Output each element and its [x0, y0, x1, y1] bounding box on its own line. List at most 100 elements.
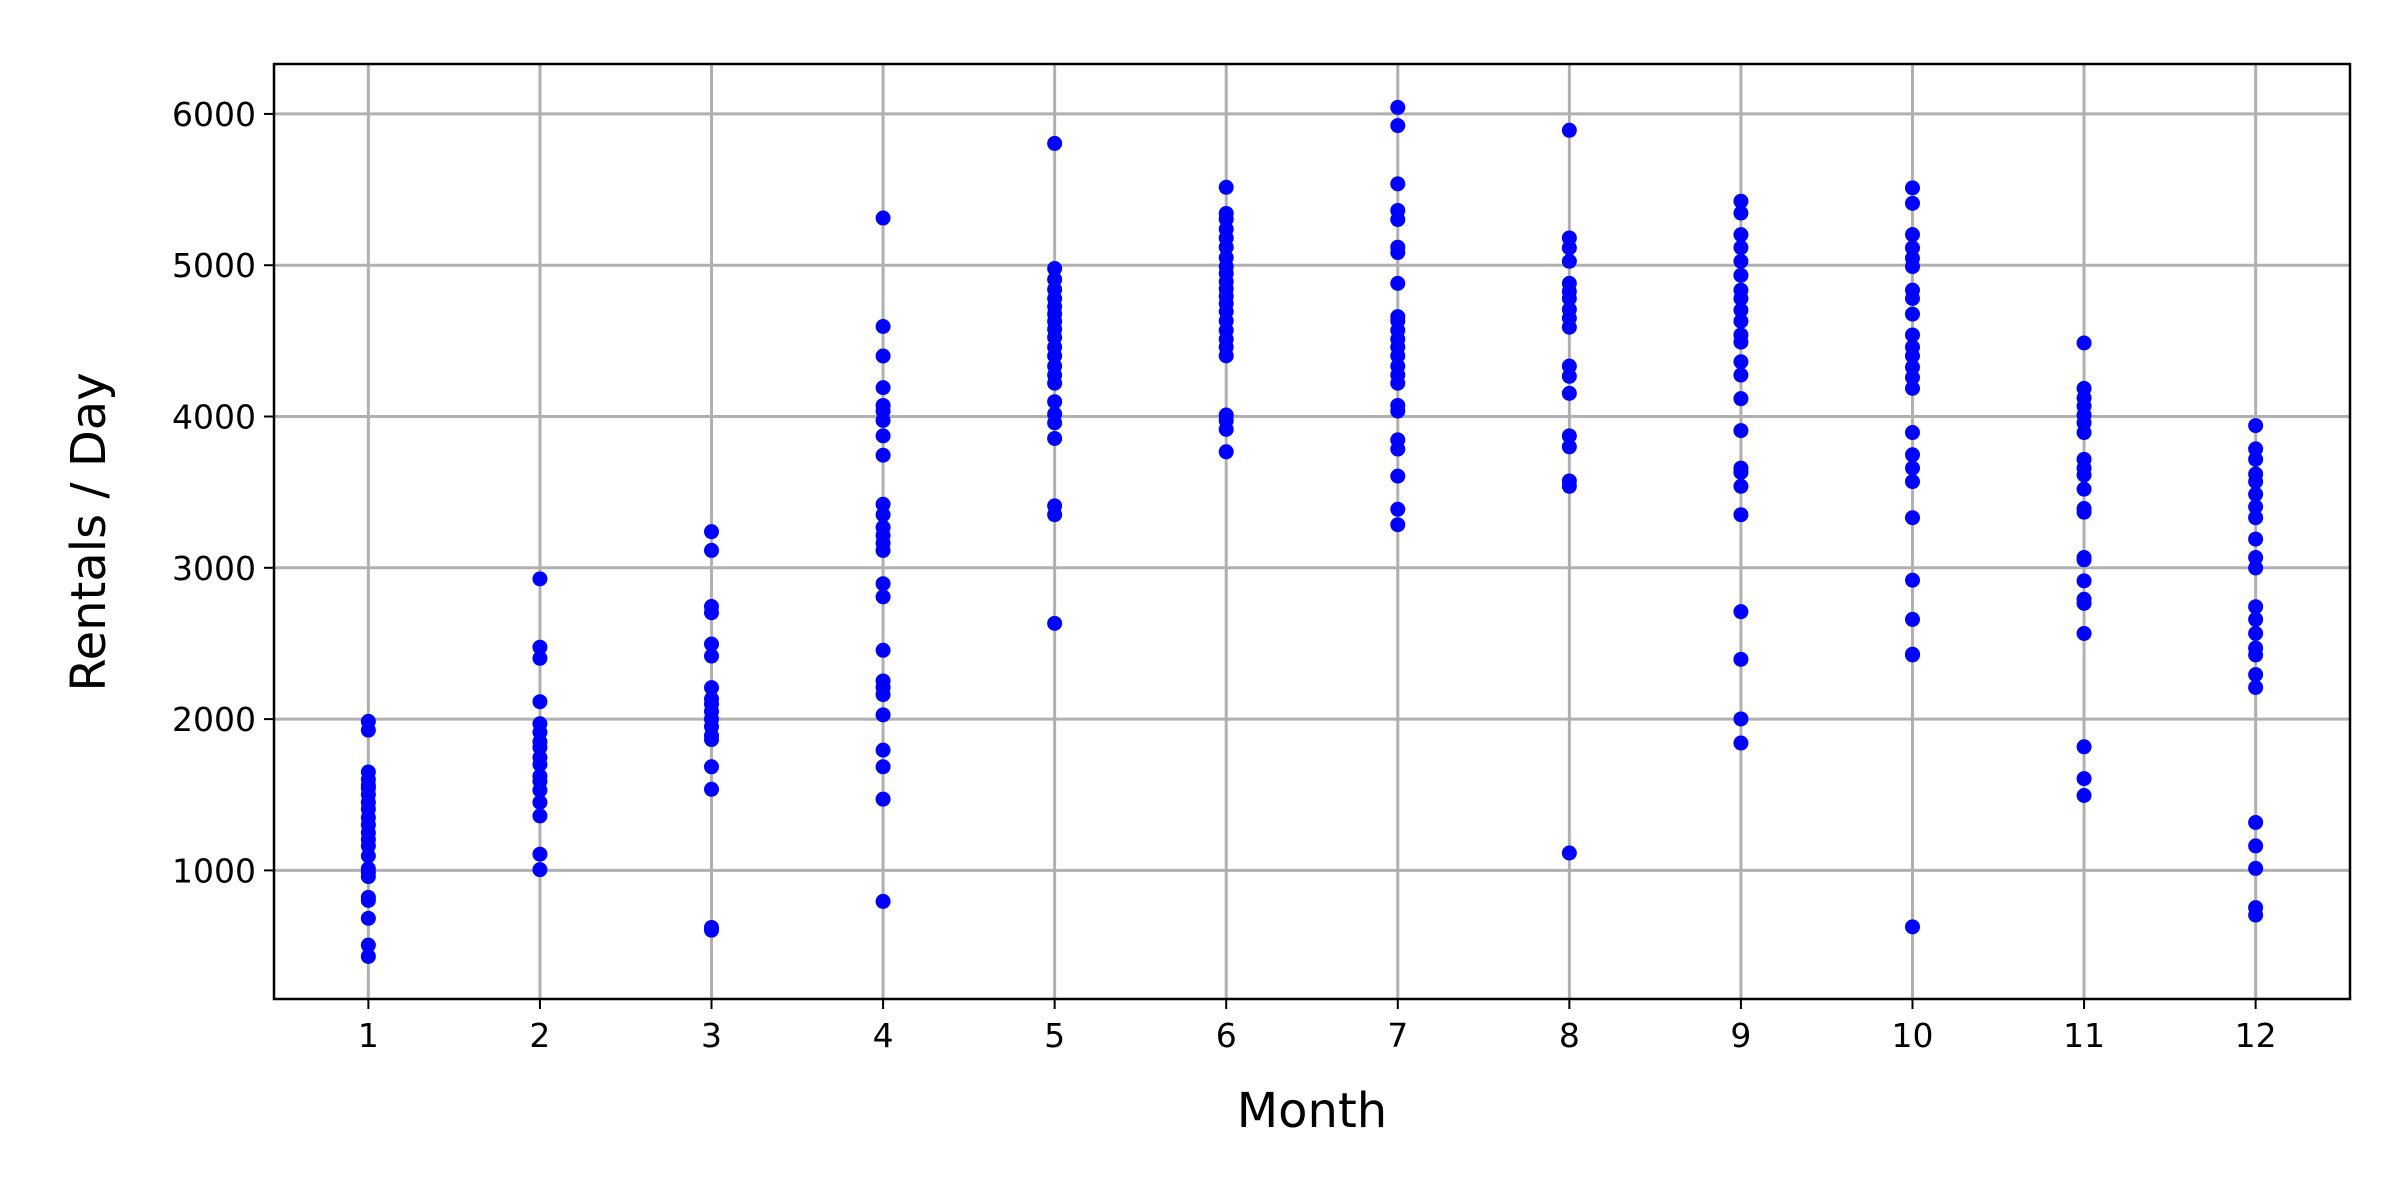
data-point [1733, 604, 1749, 620]
x-tick-label: 10 [1891, 1016, 1933, 1055]
data-point [1390, 176, 1406, 192]
data-point [2076, 788, 2092, 804]
x-tick-label: 4 [873, 1016, 894, 1055]
data-point [1733, 267, 1749, 283]
data-point [1904, 425, 1920, 441]
y-tick-label: 6000 [172, 95, 256, 134]
data-point [1733, 354, 1749, 370]
y-tick-label: 2000 [172, 700, 256, 739]
data-point [1904, 180, 1920, 196]
data-point [2248, 499, 2264, 515]
data-point [1904, 227, 1920, 243]
data-point [1561, 253, 1577, 269]
data-point [875, 348, 891, 364]
data-point [875, 380, 891, 396]
data-point [1904, 359, 1920, 375]
data-point [1904, 380, 1920, 396]
data-point [1390, 468, 1406, 484]
data-point [1904, 460, 1920, 476]
data-point [1218, 250, 1234, 266]
data-point [1904, 474, 1920, 490]
x-axis-label: Month [1237, 1083, 1387, 1139]
y-axis-label: Rentals / Day [61, 372, 117, 691]
data-point [1733, 423, 1749, 439]
x-tick-label: 12 [2235, 1016, 2277, 1055]
data-point [1561, 428, 1577, 444]
data-point [875, 791, 891, 807]
data-point [875, 496, 891, 512]
data-point [1561, 845, 1577, 861]
data-point [1733, 227, 1749, 243]
data-point [2248, 466, 2264, 482]
data-point [532, 768, 548, 784]
y-tick-label: 4000 [172, 398, 256, 437]
data-point [1904, 369, 1920, 385]
data-point [1733, 367, 1749, 383]
data-point [1390, 517, 1406, 533]
data-point [1733, 302, 1749, 318]
data-point [875, 642, 891, 658]
data-point [1047, 430, 1063, 446]
data-point [1390, 118, 1406, 134]
x-tick-label: 6 [1216, 1016, 1237, 1055]
data-point [2248, 451, 2264, 467]
data-point [875, 589, 891, 605]
data-point [2248, 900, 2264, 916]
data-point [360, 948, 376, 964]
data-point [532, 716, 548, 732]
data-point [2248, 667, 2264, 683]
data-point [704, 691, 720, 707]
x-tick-label: 7 [1387, 1016, 1408, 1055]
data-point [2248, 611, 2264, 627]
data-point [1218, 407, 1234, 423]
data-point [2248, 599, 2264, 615]
data-point [1390, 202, 1406, 218]
data-point [1733, 711, 1749, 727]
data-point [1390, 432, 1406, 448]
data-point [875, 210, 891, 226]
data-point [1904, 306, 1920, 322]
data-point [2076, 451, 2092, 467]
data-point [1047, 261, 1063, 277]
data-point [2248, 418, 2264, 434]
data-point [2076, 335, 2092, 351]
data-point [1904, 611, 1920, 627]
data-point [1733, 253, 1749, 269]
data-point [875, 893, 891, 909]
data-point [1733, 478, 1749, 494]
data-point [1733, 391, 1749, 407]
x-tick-label: 8 [1559, 1016, 1580, 1055]
data-point [1561, 275, 1577, 291]
data-point [532, 571, 548, 587]
data-point [2076, 591, 2092, 607]
x-tick-label: 9 [1730, 1016, 1751, 1055]
x-tick-label: 5 [1044, 1016, 1065, 1055]
data-point [1047, 406, 1063, 422]
data-point [2076, 501, 2092, 517]
data-point [875, 707, 891, 723]
data-point [1047, 394, 1063, 410]
data-point [875, 519, 891, 535]
data-point [1390, 501, 1406, 517]
data-point [704, 781, 720, 797]
data-point [875, 318, 891, 334]
data-point [2248, 625, 2264, 641]
data-point [875, 397, 891, 413]
data-point [875, 507, 891, 523]
data-point [2248, 550, 2264, 566]
data-point [1733, 507, 1749, 523]
y-tick-label: 1000 [172, 851, 256, 890]
data-point [532, 808, 548, 824]
data-point [1904, 240, 1920, 256]
plot-frame [272, 62, 2352, 1001]
data-point [1047, 271, 1063, 287]
x-tick-label: 2 [529, 1016, 550, 1055]
data-point [1561, 122, 1577, 138]
data-point [532, 794, 548, 810]
data-point [1561, 301, 1577, 317]
data-point [1047, 135, 1063, 151]
x-tick-label: 3 [701, 1016, 722, 1055]
data-point [1733, 735, 1749, 751]
data-point [1904, 327, 1920, 343]
